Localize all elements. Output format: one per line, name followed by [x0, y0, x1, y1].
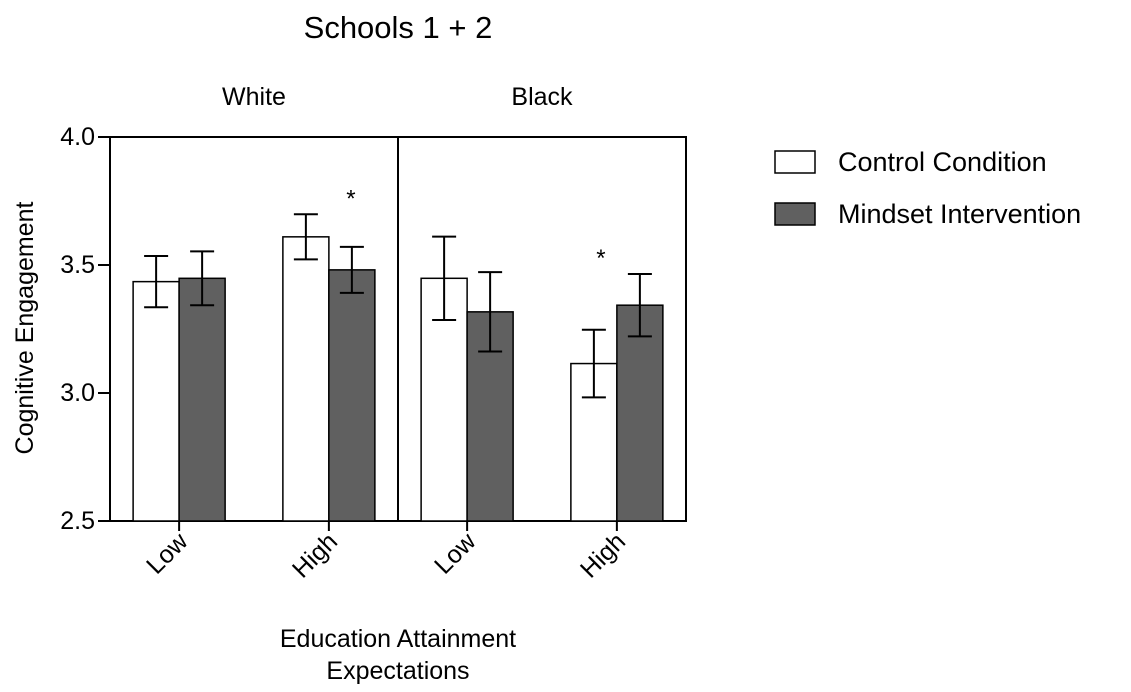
- chart-title: Schools 1 + 2: [304, 10, 493, 45]
- x-axis-label-line-1: Education Attainment: [280, 625, 516, 653]
- bar-control: [132, 280, 180, 522]
- y-tick-label: 4.0: [60, 123, 95, 151]
- panels: White * Black *: [109, 83, 687, 522]
- panel-title: White: [222, 83, 286, 111]
- bar-mindset: [328, 269, 376, 522]
- legend-swatch: [774, 202, 816, 226]
- legend-label: Mindset Intervention: [838, 199, 1081, 229]
- legend-label: Control Condition: [838, 147, 1047, 177]
- legend: Control Condition Mindset Intervention: [774, 147, 1081, 229]
- x-tick-label: High: [575, 527, 631, 583]
- panel-frame: [397, 136, 687, 522]
- panel-white: White *: [109, 83, 399, 522]
- legend-swatch: [774, 150, 816, 174]
- legend-item-control: Control Condition: [774, 147, 1047, 177]
- bar-mindset: [616, 304, 664, 522]
- legend-item-mindset: Mindset Intervention: [774, 199, 1081, 229]
- y-tick-label: 3.0: [60, 379, 95, 407]
- significance-star: *: [596, 245, 605, 272]
- significance-star: *: [346, 185, 355, 212]
- bar-mindset: [178, 277, 226, 522]
- panel-title: Black: [511, 83, 573, 111]
- y-tick-label: 3.5: [60, 251, 95, 279]
- bar-control: [282, 236, 330, 522]
- x-tick-label: Low: [141, 527, 194, 580]
- x-tick-label: High: [287, 527, 343, 583]
- x-tick-label: Low: [429, 527, 482, 580]
- panel-black: Black *: [397, 83, 687, 522]
- y-tick-label: 2.5: [60, 507, 95, 535]
- y-axis-label: Cognitive Engagement: [11, 201, 39, 454]
- x-axis-label-line-2: Expectations: [326, 657, 469, 685]
